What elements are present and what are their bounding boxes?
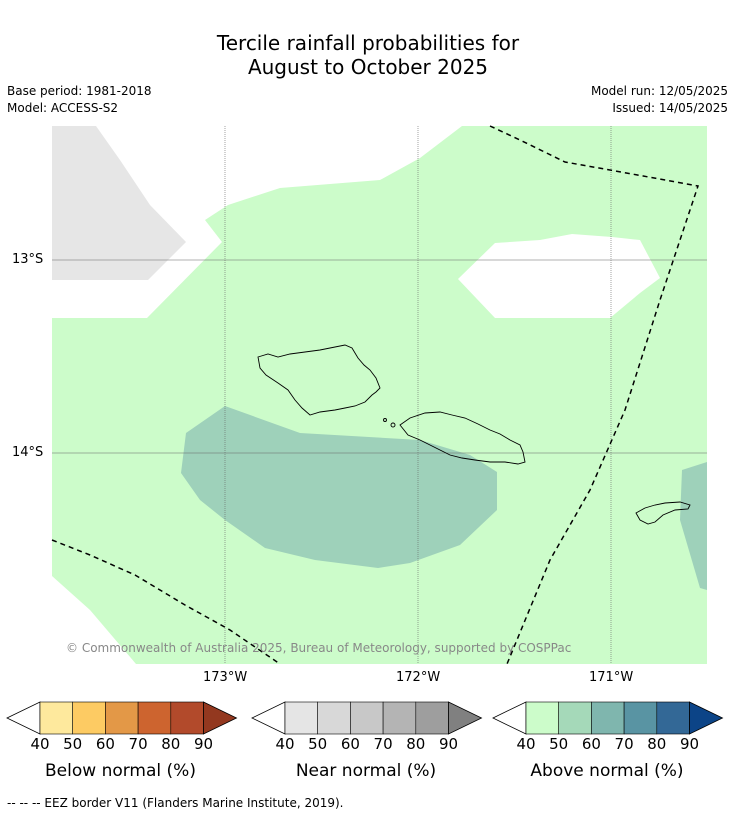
near-normal-region <box>52 126 186 280</box>
legend-below-tick: 40 <box>30 735 50 753</box>
legend-bars <box>6 701 724 735</box>
legend-above-low-arrow <box>492 701 527 735</box>
legend-below-tick: 50 <box>63 735 83 753</box>
legend-below-swatch <box>105 701 139 735</box>
meta-right: Model run: 12/05/2025 Issued: 14/05/2025 <box>591 83 728 117</box>
legend-below-high-arrow <box>203 701 238 735</box>
legend-near-tick: 80 <box>406 735 426 753</box>
legend-above-tick: 40 <box>516 735 536 753</box>
legend-below-swatch <box>39 701 74 735</box>
legend-below-low-arrow <box>6 701 41 735</box>
eez-border <box>51 125 699 665</box>
legend-above-swatch <box>623 701 658 735</box>
legend-above-normal <box>492 701 724 735</box>
legend-near-high-arrow <box>448 701 483 735</box>
gridlines <box>52 126 707 664</box>
lon-label-171w: 171°W <box>589 670 634 685</box>
legend-below-tick: 60 <box>95 735 115 753</box>
legend-below-tick: 70 <box>128 735 148 753</box>
copyright-notice: © Commonwealth of Australia 2025, Bureau… <box>66 641 572 655</box>
legend-above-tick: 60 <box>581 735 601 753</box>
no-signal-lower-left-2 <box>52 606 60 630</box>
legend-near-swatch <box>415 701 449 735</box>
legend-title-near: Near normal (%) <box>295 761 437 781</box>
title-line-2: August to October 2025 <box>247 55 489 79</box>
savaii-island <box>257 344 381 416</box>
lon-label-172w: 172°W <box>396 670 441 685</box>
page-title: Tercile rainfall probabilities for Augus… <box>0 31 736 79</box>
model-name: Model: ACCESS-S2 <box>7 101 119 115</box>
legend-near-tick: 60 <box>340 735 360 753</box>
above-normal-region-50-east <box>680 462 707 590</box>
legend-above-tick: 90 <box>679 735 700 753</box>
lat-label-13s: 13°S <box>12 252 44 267</box>
legend-near-tick: 70 <box>373 735 393 753</box>
legend-above-swatch <box>656 701 690 735</box>
legend-below-swatch <box>170 701 204 735</box>
legend-below-normal <box>6 701 238 735</box>
base-period: Base period: 1981-2018 <box>7 84 152 98</box>
legend-below-tick: 80 <box>161 735 181 753</box>
legend-above-swatch <box>591 701 625 735</box>
footer-note: -- -- -- EEZ border V11 (Flanders Marine… <box>7 796 344 810</box>
eez-border-east <box>489 125 699 665</box>
lat-label-14s: 14°S <box>12 445 44 460</box>
legend-title-below: Below normal (%) <box>45 761 196 781</box>
legend-above-swatch <box>558 701 592 735</box>
legend-near-tick: 40 <box>275 735 295 753</box>
issued-date: Issued: 14/05/2025 <box>612 101 728 115</box>
no-signal-region <box>458 234 660 318</box>
apolima-island <box>390 422 396 428</box>
legend-below-swatch <box>72 701 106 735</box>
legend-above-swatch <box>525 701 560 735</box>
meta-left: Base period: 1981-2018 Model: ACCESS-S2 <box>7 83 152 117</box>
tutuila-island <box>635 501 691 525</box>
eez-border-southwest <box>51 539 281 665</box>
legend-title-above: Above normal (%) <box>530 761 684 781</box>
legend-above-high-arrow <box>689 701 724 735</box>
legend-near-swatch <box>284 701 319 735</box>
no-signal-lower-left <box>52 540 136 664</box>
legend-near-tick: 90 <box>438 735 459 753</box>
manono-island <box>383 418 387 422</box>
upolu-island <box>399 411 526 465</box>
legend-above-tick: 80 <box>647 735 667 753</box>
legend-near-swatch <box>317 701 351 735</box>
islands <box>257 344 691 525</box>
legend-near-tick: 50 <box>308 735 328 753</box>
legend-below-tick: 90 <box>193 735 214 753</box>
model-run: Model run: 12/05/2025 <box>590 84 728 98</box>
legend-near-normal <box>251 701 483 735</box>
legend-above-tick: 70 <box>614 735 634 753</box>
legend-above-tick: 50 <box>549 735 569 753</box>
legend-near-swatch <box>350 701 384 735</box>
legend-near-swatch <box>382 701 417 735</box>
map-area <box>52 126 707 664</box>
title-line-1: Tercile rainfall probabilities for <box>216 31 520 55</box>
legend-below-swatch <box>137 701 172 735</box>
legend-near-low-arrow <box>251 701 286 735</box>
lon-label-173w: 173°W <box>203 670 248 685</box>
